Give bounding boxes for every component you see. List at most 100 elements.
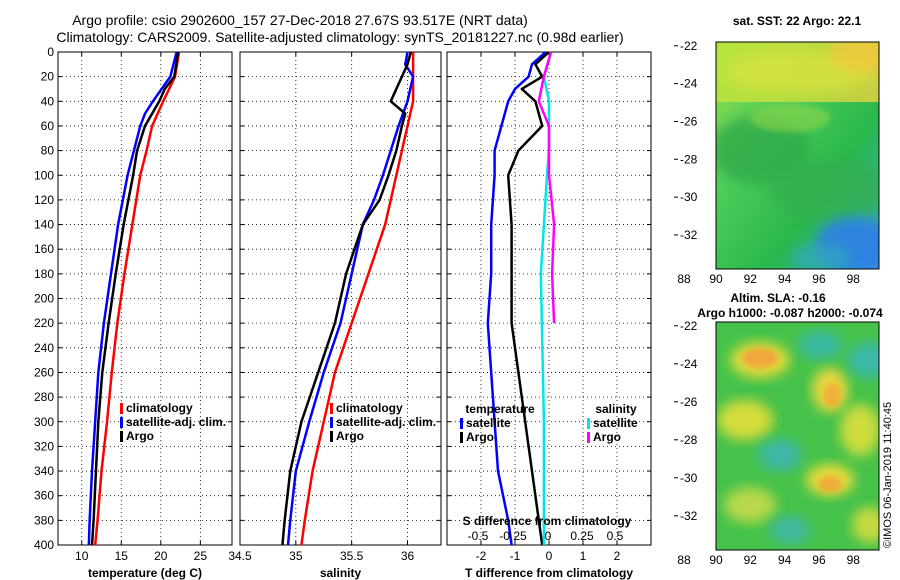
legend-label: satellite-adj. clim. — [126, 415, 226, 429]
x-tick-label: 34.5 — [228, 549, 252, 563]
map-x-tick-label: 90 — [709, 553, 723, 567]
map-x-tick-label: 92 — [744, 553, 758, 567]
salinity-panel: 34.5 35 35.5 36 salinity climatologysatellite… — [228, 51, 442, 580]
map-x-tick-label: 96 — [812, 272, 826, 286]
sst-map-axes: 88 90 92 94 96 98 -22 -24 -26 -28 -30 -32 — [674, 39, 860, 286]
title-line-1: Argo profile: csio 2902600_157 27-Dec-20… — [72, 12, 528, 28]
x-tick-label: -1 — [510, 549, 521, 563]
series-line — [539, 51, 553, 545]
map-x-tick-label: 98 — [847, 272, 861, 286]
top-tick-label: 0.5 — [607, 529, 624, 543]
sla-map-field — [716, 322, 879, 550]
depth-tick-label: 340 — [34, 464, 54, 478]
map-x-tick-label: 88 — [677, 553, 691, 567]
x-tick-label: 15 — [115, 549, 129, 563]
map-x-tick-label: 96 — [812, 553, 826, 567]
map-x-tick-label: 90 — [709, 272, 723, 286]
sst-map-field — [716, 42, 879, 269]
depth-tick-label: 80 — [41, 144, 55, 158]
sla-map — [715, 321, 880, 551]
map-x-tick-label: 94 — [778, 553, 792, 567]
legend-swatch — [330, 403, 333, 414]
map-y-tick-label: -32 — [680, 228, 698, 242]
legend-swatch — [330, 417, 333, 428]
depth-tick-label: 140 — [34, 218, 54, 232]
legend-label: Argo — [593, 430, 621, 444]
map-y-tick-label: -22 — [680, 319, 698, 333]
map-y-tick-label: -26 — [680, 114, 698, 128]
series-line — [486, 51, 547, 546]
x-tick-label: 1 — [580, 549, 587, 563]
depth-tick-label: 380 — [34, 513, 54, 527]
x-tick-label: 35 — [289, 549, 303, 563]
sst-map-title: sat. SST: 22 Argo: 22.1 — [733, 14, 862, 28]
top-tick-label: 0 — [545, 529, 552, 543]
x-tick-label: 10 — [75, 549, 89, 563]
depth-tick-label: 260 — [34, 365, 54, 379]
sla-map-title-2: Argo h1000: -0.087 h2000: -0.074 — [697, 306, 883, 320]
x-tick-label: -2 — [476, 549, 487, 563]
imos-credit: ©IMOS 06-Jan-2019 11:40:45 — [882, 402, 894, 548]
map-y-tick-label: -24 — [680, 77, 698, 91]
series-line — [537, 51, 556, 324]
x-tick-label: 0 — [546, 549, 553, 563]
map-x-tick-label: 98 — [847, 553, 861, 567]
depth-tick-label: 160 — [34, 242, 54, 256]
depth-tick-label: 200 — [34, 292, 54, 306]
x-axis-label: T difference from climatology — [465, 566, 633, 580]
legend-swatch — [120, 417, 123, 428]
difference-panel: -2 -1 0 1 2 T difference from climatology temp… — [446, 51, 652, 580]
x-tick-label: 20 — [154, 549, 168, 563]
depth-tick-label: 360 — [34, 489, 54, 503]
legend-label: Argo — [126, 429, 154, 443]
x-axis-label: salinity — [320, 566, 362, 580]
legend-label: satellite — [593, 416, 638, 430]
depth-tick-label: 280 — [34, 390, 54, 404]
depth-tick-label: 180 — [34, 267, 54, 281]
series-line — [93, 51, 181, 546]
series-line — [90, 51, 180, 546]
series-line — [286, 51, 415, 546]
depth-tick-label: 240 — [34, 341, 54, 355]
depth-tick-label: 20 — [41, 70, 55, 84]
sla-map-title-1: Altim. SLA: -0.16 — [730, 291, 826, 305]
sla-map-axes: 88 90 92 94 96 98 -22 -24 -26 -28 -30 -32 — [674, 319, 860, 567]
legend-swatch — [460, 418, 463, 429]
depth-tick-label: 40 — [41, 94, 55, 108]
series-line — [300, 52, 415, 546]
depth-tick-label: 320 — [34, 439, 54, 453]
x-tick-label: 36 — [401, 549, 415, 563]
top-axis-label: S difference from climatology — [463, 514, 632, 528]
map-y-tick-label: -28 — [680, 152, 698, 166]
depth-tick-label: 60 — [41, 119, 55, 133]
legend-label: Argo — [466, 430, 494, 444]
top-tick-label: -0.25 — [499, 529, 527, 543]
depth-axis-labels: 0 20 40 60 80 100 120 140 160 180 200 220 240 260 280 3… — [34, 45, 54, 552]
map-x-tick-label: 88 — [677, 272, 691, 286]
x-tick-label: 2 — [614, 549, 621, 563]
depth-tick-label: 120 — [34, 193, 54, 207]
depth-tick-label: 400 — [34, 538, 54, 552]
legend-label: Argo — [336, 429, 364, 443]
x-axis-label: temperature (deg C) — [88, 566, 202, 580]
map-y-tick-label: -24 — [680, 357, 698, 371]
map-y-tick-label: -30 — [680, 190, 698, 204]
legend-label: climatology — [126, 401, 193, 415]
legend-label: climatology — [336, 401, 403, 415]
sst-map — [715, 41, 880, 270]
series-line — [87, 51, 178, 546]
top-tick-label: -0.5 — [468, 529, 489, 543]
title-line-2: Climatology: CARS2009. Satellite-adjuste… — [56, 29, 623, 45]
x-tick-label: 35.5 — [340, 549, 364, 563]
legend-swatch — [120, 403, 123, 414]
map-y-tick-label: -22 — [680, 39, 698, 53]
depth-tick-label: 300 — [34, 415, 54, 429]
top-tick-label: 0.25 — [570, 529, 594, 543]
map-x-tick-label: 94 — [778, 272, 792, 286]
temperature-panel: 10 15 20 25 temperature (deg C) climatologysa… — [57, 51, 233, 580]
depth-tick-label: 220 — [34, 316, 54, 330]
legend-label: satellite-adj. clim. — [336, 415, 436, 429]
x-tick-label: 25 — [194, 549, 208, 563]
depth-tick-label: 0 — [47, 45, 54, 59]
